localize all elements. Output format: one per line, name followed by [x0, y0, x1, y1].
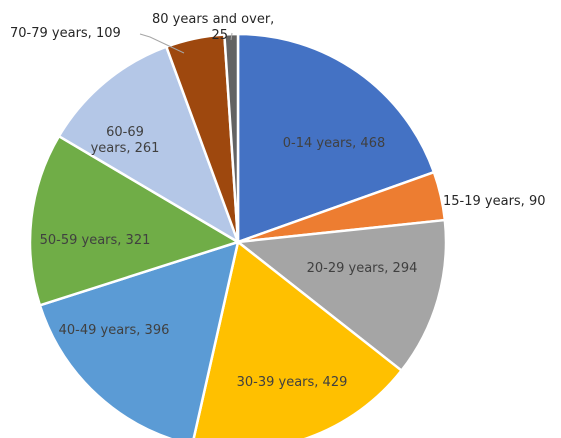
leader-line-70-79: [139, 33, 185, 54]
leader-line-80-over: [230, 32, 233, 41]
leader-lines: [139, 32, 233, 54]
slice-label-8: 80 years and over, 25: [152, 12, 274, 43]
slice-label-5: 50-59 years, 321: [40, 233, 151, 248]
pie-slice-5: [28, 134, 240, 307]
slice-label-4: 40-49 years, 396: [59, 323, 170, 338]
slice-label-2: 20-29 years, 294: [307, 261, 418, 276]
pie-slice-8: [223, 32, 240, 244]
pie-slice-4: [38, 240, 240, 438]
pie-slice-0: [236, 32, 436, 244]
slice-label-6: 60-69 years, 261: [91, 125, 160, 156]
slice-labels: 0-14 years, 468 15-19 years, 90 20-29 year…: [10, 12, 546, 390]
pie-slice-6: [57, 45, 240, 244]
slice-label-7: 70-79 years, 109: [10, 26, 121, 41]
slice-label-1: 15-19 years, 90: [443, 194, 546, 209]
slice-label-0: 0-14 years, 468: [283, 136, 386, 151]
slice-label-3: 30-39 years, 429: [237, 375, 348, 390]
pie-slices: [28, 32, 448, 438]
pie-slice-2: [236, 218, 448, 372]
